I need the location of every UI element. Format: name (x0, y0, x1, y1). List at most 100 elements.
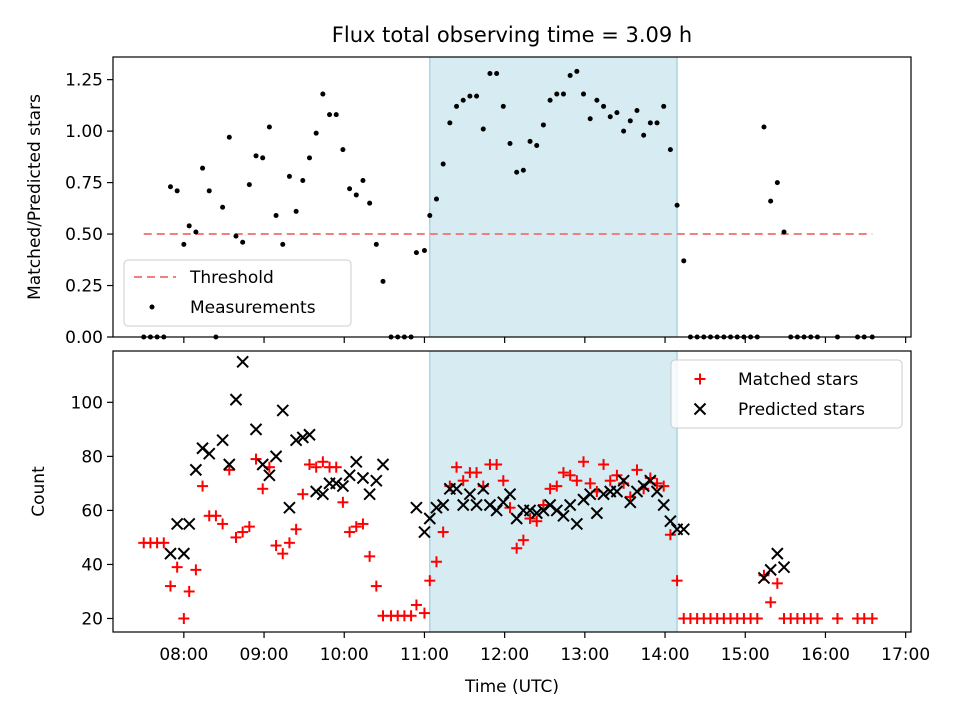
measurement-point (781, 229, 787, 235)
cross-stroke-b (503, 487, 517, 501)
cross-stroke-b (470, 498, 483, 512)
predicted-star-point (624, 496, 637, 509)
measurement-point (560, 91, 566, 97)
measurement-point (614, 110, 620, 116)
matched-star-point (604, 475, 616, 487)
count-x-ticks: 08:00 09:00 10:00 11:00 12:00 13:00 14:00 15:00… (159, 632, 930, 665)
matched-star-point (598, 458, 610, 470)
cross-stroke-b (430, 501, 443, 514)
measurement-point (327, 112, 333, 118)
matched-star-point (664, 529, 676, 541)
count-y-tick-label: 20 (81, 609, 103, 629)
count-y-axis-label: Count (29, 466, 49, 517)
cross-stroke-b (196, 442, 209, 455)
measurement-point (607, 114, 613, 120)
predicted-star-point (590, 506, 604, 520)
matched-star-point (158, 537, 170, 549)
cross-stroke-b (223, 458, 236, 471)
matched-star-point (210, 510, 222, 522)
measurement-point (353, 192, 359, 198)
count-legend-box (670, 359, 903, 429)
predicted-star-point (236, 355, 249, 369)
matched-star-point (457, 475, 469, 487)
cross-stroke-b (764, 563, 777, 577)
cross-stroke-b (617, 474, 630, 487)
matched-star-point (364, 550, 376, 562)
matched-star-point (164, 580, 176, 592)
cross-stroke-b (303, 428, 316, 441)
predicted-star-point (490, 504, 503, 517)
predicted-star-point (182, 517, 196, 531)
matched-star-point (370, 580, 382, 592)
x-axis-label: Time (UTC) (464, 677, 559, 697)
matched-star-point (551, 480, 563, 492)
matched-star-point (223, 464, 235, 476)
cross-stroke-b (523, 504, 537, 517)
cross-stroke-b (330, 477, 343, 490)
cross-stroke-b (650, 485, 664, 498)
predicted-star-point (423, 512, 437, 525)
predicted-star-point (570, 517, 584, 531)
count-x-tick-label: 17:00 (881, 645, 930, 665)
measurement-point (433, 196, 439, 202)
matched-star-point (243, 521, 255, 533)
ratio-y-tick-label: 0.25 (65, 277, 103, 297)
matched-star-point (197, 480, 209, 492)
cross-stroke-b (363, 487, 376, 501)
measurement-point (487, 70, 493, 76)
matched-star-point (765, 596, 777, 608)
cross-stroke-b (570, 517, 584, 531)
cross-stroke-b (229, 393, 243, 406)
measurement-point (233, 233, 239, 239)
matched-star-point (183, 585, 195, 597)
measurement-point (674, 202, 680, 208)
matched-star-point (537, 499, 549, 511)
measurement-point (761, 124, 767, 130)
matched-star-point (491, 458, 503, 470)
measurement-point (661, 103, 667, 109)
measurement-point (447, 120, 453, 126)
measurement-point (373, 241, 379, 247)
cross-stroke-b (263, 469, 276, 482)
matched-star-point (544, 483, 556, 495)
predicted-star-point (563, 498, 577, 512)
predicted-star-point (296, 431, 310, 444)
ratio-y-tick-label: 0.00 (65, 328, 103, 348)
count-x-tick-label: 16:00 (801, 645, 850, 665)
predicted-star-point (644, 474, 657, 487)
predicted-star-point (203, 447, 216, 460)
cross-stroke-b (543, 498, 557, 512)
cross-stroke-b (644, 474, 657, 487)
matched-star-point (451, 461, 463, 473)
legend-threshold-label: Threshold (189, 268, 274, 288)
measurement-point (627, 118, 633, 124)
cross-stroke-b (269, 450, 283, 463)
measurement-point (474, 93, 480, 99)
predicted-star-point (164, 547, 177, 560)
measurement-point (634, 108, 640, 114)
cross-stroke-b (497, 496, 510, 509)
count-x-tick-label: 09:00 (240, 645, 289, 665)
cross-stroke-b (256, 458, 269, 471)
count-legend: Matched stars Predicted stars (670, 359, 903, 429)
predicted-stars-points (164, 355, 791, 585)
cross-stroke-b (289, 433, 303, 447)
measurement-point (594, 97, 600, 103)
predicted-star-point (597, 487, 610, 501)
measurement-point (286, 173, 292, 179)
cross-stroke-b (182, 517, 196, 531)
matched-star-point (578, 456, 590, 468)
matched-star-point (504, 502, 516, 514)
measurement-point (520, 167, 526, 173)
predicted-star-point (223, 458, 236, 471)
ratio-legend: Threshold Measurements (123, 259, 352, 327)
measurement-point (300, 178, 306, 184)
measurement-point (367, 200, 373, 206)
measurement-point (621, 128, 627, 134)
measurement-point (554, 91, 560, 97)
count-x-tick-label: 10:00 (320, 645, 369, 665)
cross-stroke-b (563, 498, 577, 512)
predicted-star-point (650, 485, 664, 498)
cross-stroke-b (296, 431, 310, 444)
cross-stroke-b (309, 485, 323, 498)
